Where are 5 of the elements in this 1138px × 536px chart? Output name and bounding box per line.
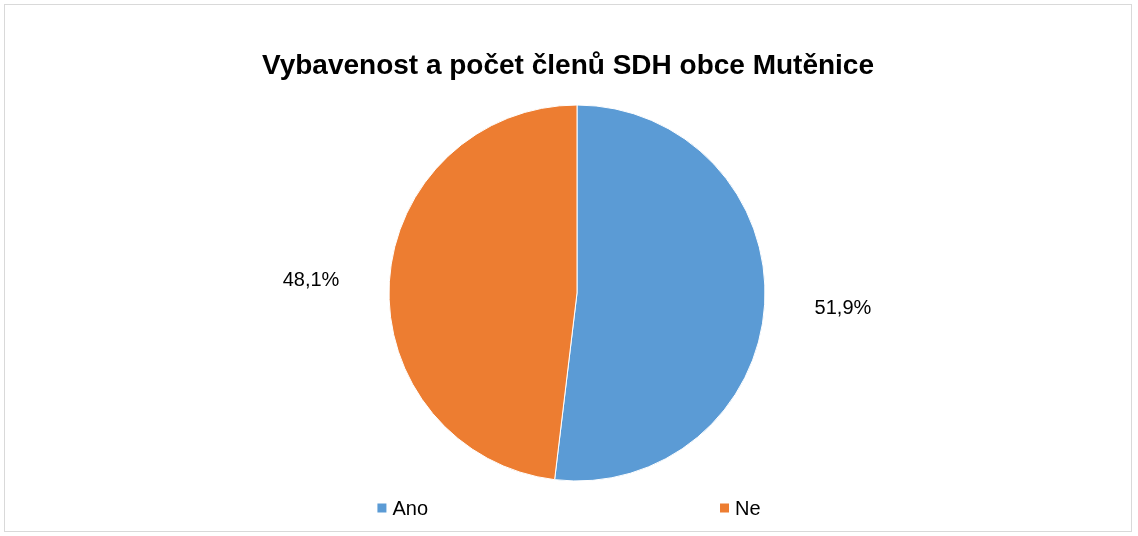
chart-title: Vybavenost a počet členů SDH obce Mutěnice (261, 48, 875, 80)
legend-label: Ano (392, 497, 429, 519)
legend-label: Ne (735, 497, 761, 519)
data-label: 51,9% (814, 295, 872, 318)
data-label: 48,1% (282, 268, 340, 291)
